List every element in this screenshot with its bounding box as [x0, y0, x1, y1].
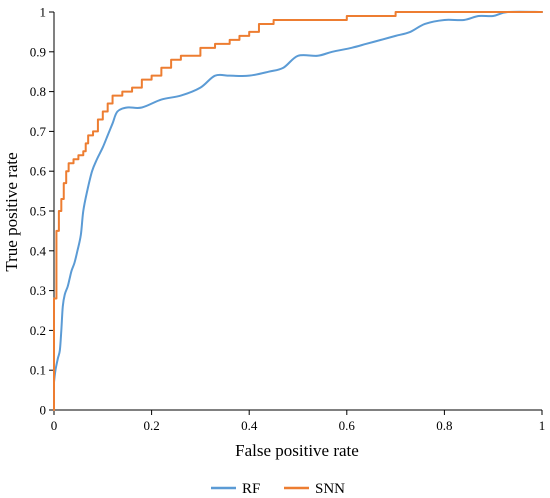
y-tick-label: 1 — [40, 5, 47, 20]
series-line-rf — [53, 10, 543, 384]
y-tick-label: 0 — [40, 403, 47, 418]
x-tick-label: 0.8 — [436, 418, 452, 433]
y-tick-label: 0.6 — [30, 164, 47, 179]
legend-label-rf: RF — [242, 481, 260, 497]
x-tick-label: 0.2 — [143, 418, 159, 433]
y-tick-label: 0.4 — [30, 243, 47, 258]
y-tick-label: 0.5 — [30, 204, 46, 219]
y-tick-label: 0.1 — [30, 363, 46, 378]
legend-label-snn: SNN — [315, 481, 345, 497]
legend: RF SNN — [211, 481, 345, 497]
x-tick-label: 1 — [539, 418, 546, 433]
y-tick-label: 0.9 — [30, 44, 46, 59]
series-layer — [53, 10, 543, 411]
y-tick-label: 0.3 — [30, 283, 46, 298]
series-line-snn — [53, 11, 543, 411]
axes-layer: 0 0.2 0.4 0.6 0.8 1 0 0.1 0.2 0.3 0.4 0.5 0.6 0.7 0.8 0… — [30, 5, 546, 434]
y-axis-title: True positive rate — [2, 152, 21, 271]
x-tick-label: 0 — [51, 418, 58, 433]
x-tick-label: 0.6 — [339, 418, 356, 433]
y-tick-label: 0.7 — [30, 124, 47, 139]
x-tick-label: 0.4 — [241, 418, 258, 433]
y-tick-label: 0.2 — [30, 323, 46, 338]
x-axis-title: False positive rate — [235, 441, 359, 460]
y-tick-label: 0.8 — [30, 84, 46, 99]
